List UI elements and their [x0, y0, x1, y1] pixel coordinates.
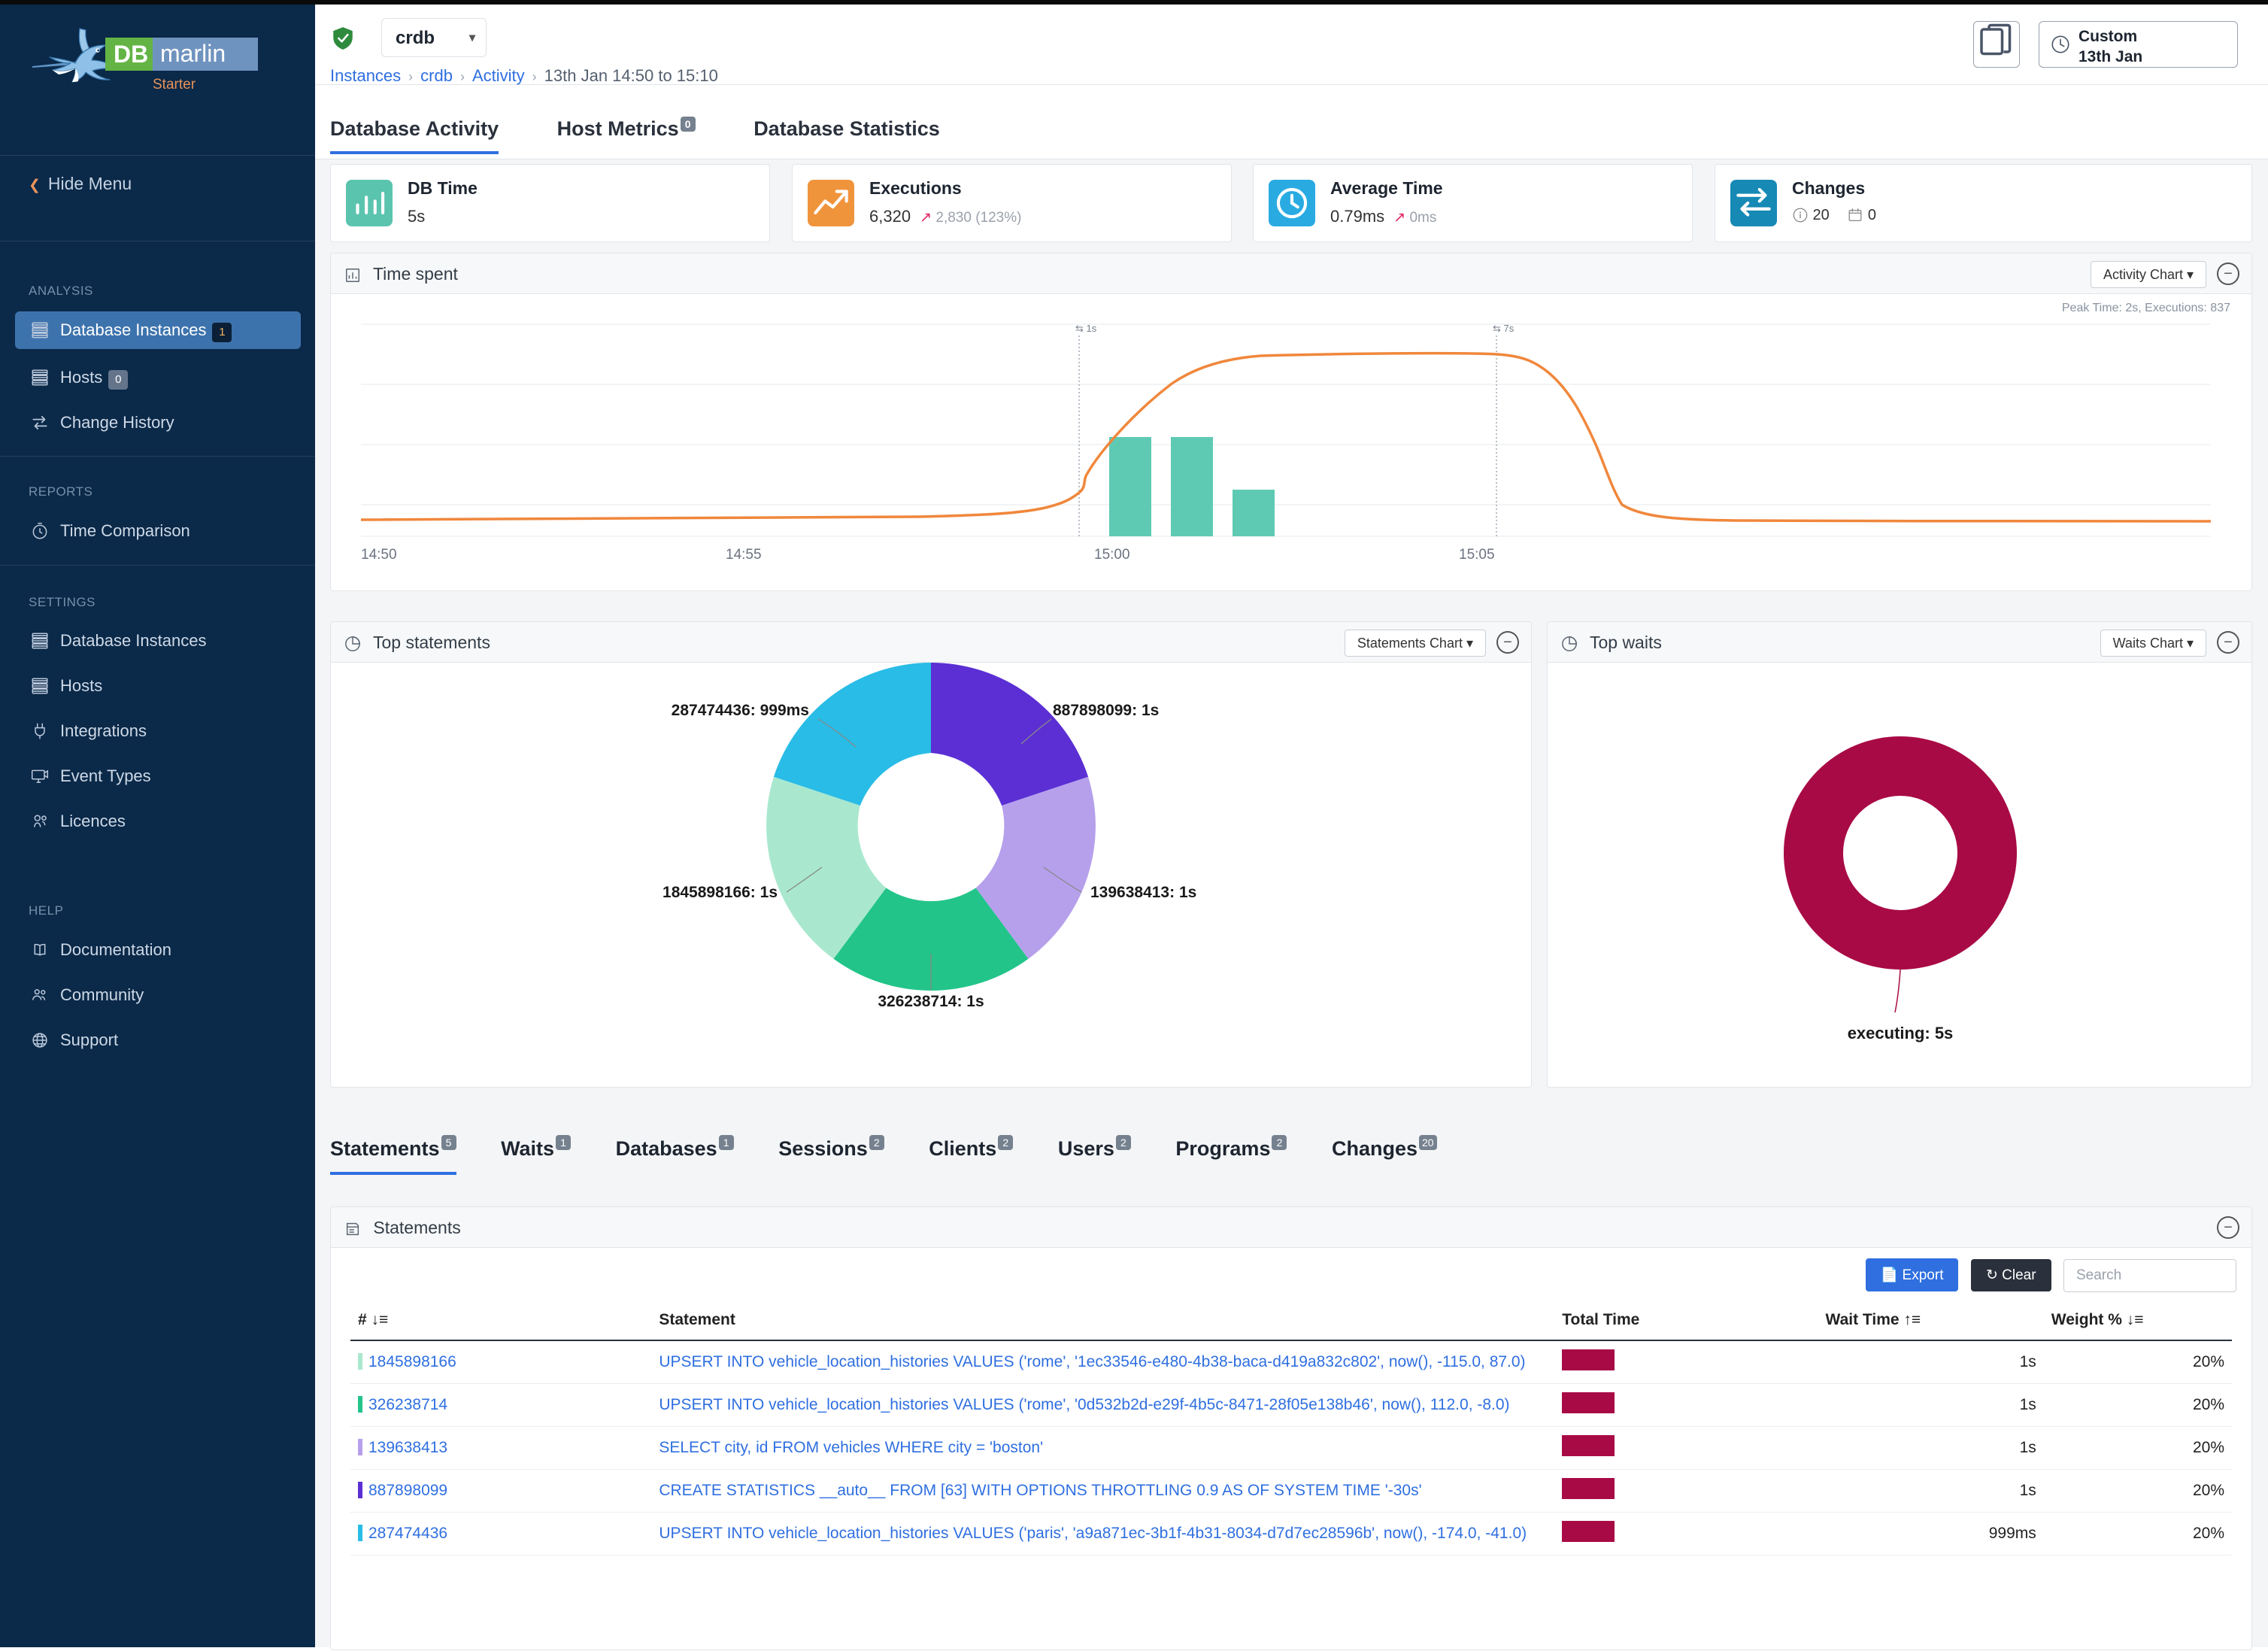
svg-text:326238714: 1s: 326238714: 1s: [878, 993, 984, 1010]
svg-text:14:50: 14:50: [361, 547, 397, 563]
svg-text:marlin: marlin: [160, 40, 226, 67]
svg-text:⇆ 7s: ⇆ 7s: [1493, 323, 1515, 334]
svg-text:14:55: 14:55: [726, 547, 762, 563]
svg-text:1845898166: 1s: 1845898166: 1s: [663, 884, 778, 901]
svg-text:139638413: 1s: 139638413: 1s: [1090, 884, 1196, 901]
svg-text:15:00: 15:00: [1094, 547, 1130, 563]
svg-text:Starter: Starter: [153, 77, 196, 93]
svg-text:15:05: 15:05: [1459, 547, 1495, 563]
svg-text:⇆ 1s: ⇆ 1s: [1075, 323, 1097, 334]
svg-text:887898099: 1s: 887898099: 1s: [1053, 702, 1159, 719]
svg-text:executing: 5s: executing: 5s: [1848, 1024, 1954, 1042]
svg-text:DB: DB: [114, 41, 148, 68]
svg-text:287474436: 999ms: 287474436: 999ms: [672, 702, 809, 719]
